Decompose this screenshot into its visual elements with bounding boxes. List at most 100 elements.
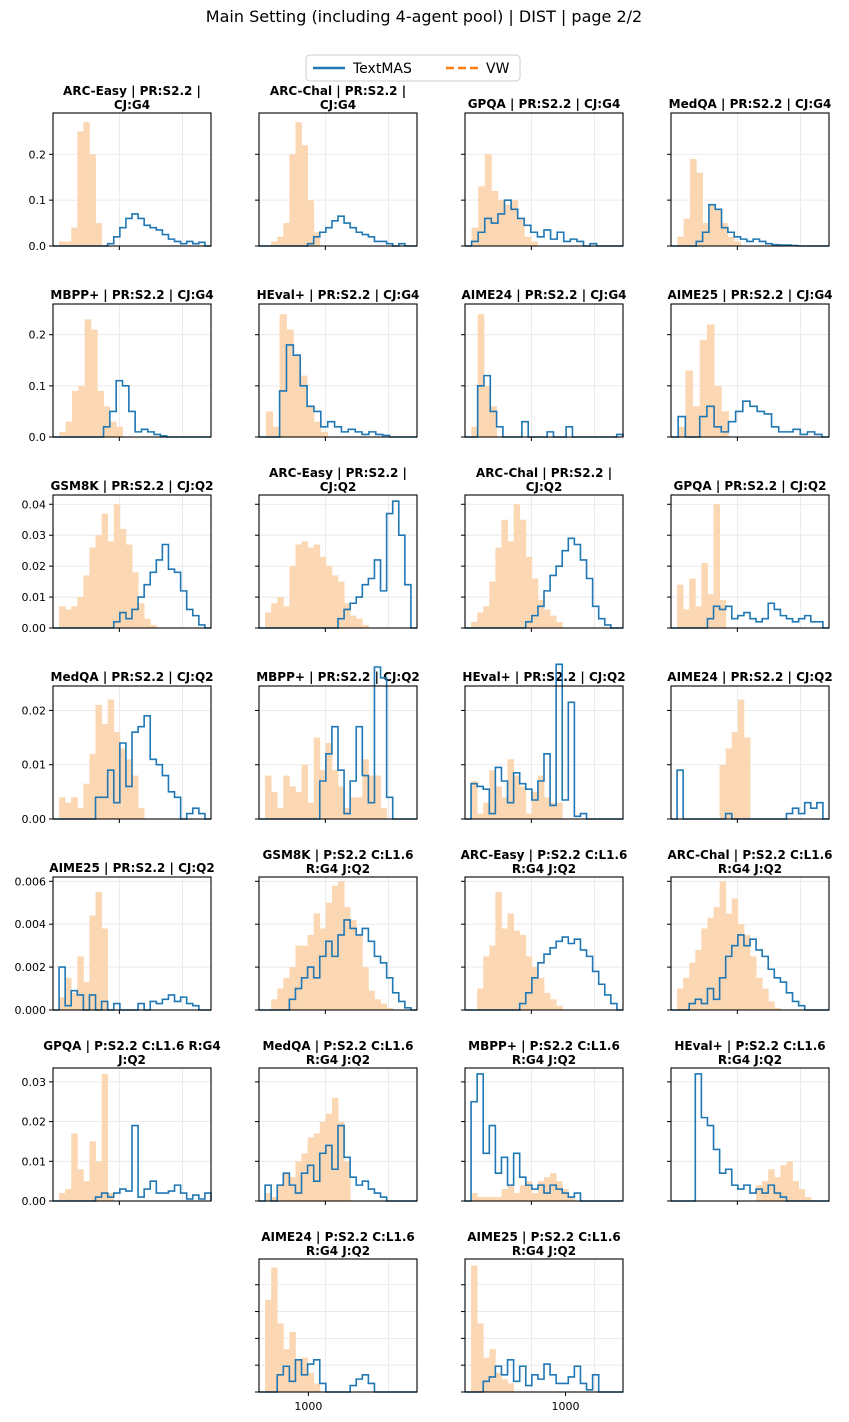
- y-tick-label: 0.03: [22, 1076, 47, 1089]
- vw-bar: [683, 218, 691, 246]
- vw-bar: [59, 997, 66, 1010]
- panel-title: AIME24 | P:S2.2 C:L1.6: [261, 1230, 415, 1244]
- plot-frame: [464, 1067, 624, 1202]
- vw-bar: [544, 1177, 551, 1201]
- vw-bar: [511, 200, 519, 246]
- vw-bar: [471, 1265, 478, 1392]
- vw-bar: [683, 977, 690, 1010]
- vw-bar: [556, 802, 563, 819]
- vw-bar: [109, 421, 117, 437]
- vw-bar: [497, 200, 505, 246]
- vw-bar: [727, 236, 735, 246]
- vw-bar: [537, 977, 545, 1010]
- vw-bar: [550, 1173, 557, 1201]
- panel-title: CJ:Q2: [320, 480, 357, 494]
- y-tick-label: 0.01: [22, 1155, 47, 1168]
- vw-bar: [731, 732, 739, 819]
- vw-bar: [307, 406, 315, 437]
- vw-bar: [331, 770, 339, 819]
- plot-frame: [258, 1258, 418, 1393]
- vw-bar: [265, 775, 272, 819]
- histogram-panel: ARC-Easy | PR:S2.2 |CJ:G4 0.0 0.1 0.2: [29, 84, 212, 253]
- vw-bar: [507, 759, 515, 819]
- vw-bar: [477, 1197, 484, 1201]
- panel-title: MedQA | PR:S2.2 | CJ:G4: [669, 97, 832, 111]
- vw-bar: [271, 1267, 278, 1392]
- legend-vw-label: VW: [486, 61, 510, 77]
- vw-bar: [374, 999, 381, 1010]
- vw-bar: [756, 977, 763, 1010]
- vw-bar: [313, 232, 321, 246]
- panel-title: AIME25 | PR:S2.2 | CJ:Q2: [49, 861, 214, 875]
- vw-bar: [362, 967, 369, 1010]
- vw-bar: [491, 190, 499, 246]
- vw-bar: [307, 1372, 315, 1392]
- vw-bar: [495, 892, 502, 1010]
- plot-frame: [52, 876, 212, 1011]
- vw-bar: [356, 797, 363, 819]
- vw-bar: [71, 606, 78, 628]
- vw-bar: [544, 797, 551, 819]
- vw-bar: [489, 1349, 496, 1392]
- vw-bar: [277, 988, 284, 1010]
- vw-bar: [65, 609, 72, 628]
- panel-title: R:G4 J:Q2: [306, 862, 370, 876]
- vw-bar: [138, 603, 145, 628]
- x-tick-label: 1000: [552, 1400, 580, 1413]
- vw-bar: [301, 1153, 309, 1201]
- histogram-panel: MedQA | PR:S2.2 | CJ:Q2 0.00 0.01 0.02: [22, 670, 214, 826]
- vw-bar: [519, 786, 527, 819]
- vw-bar: [719, 600, 727, 628]
- vw-bar: [325, 1113, 333, 1201]
- vw-bar: [289, 967, 296, 1010]
- vw-bar: [734, 241, 741, 246]
- vw-bar: [701, 563, 708, 628]
- vw-bar: [271, 791, 278, 819]
- vw-bar: [307, 934, 315, 1010]
- panel-title: R:G4 J:Q2: [718, 862, 782, 876]
- vw-bar: [489, 945, 496, 1010]
- vw-bar: [83, 1181, 90, 1201]
- histogram-panel: MBPP+ | PR:S2.2 | CJ:Q2: [255, 666, 420, 823]
- vw-bar: [59, 797, 66, 819]
- vw-bar: [507, 541, 515, 628]
- histogram-panel: GPQA | P:S2.2 C:L1.6 R:G4J:Q2 0.00 0.01 0.0…: [22, 1039, 221, 1208]
- vw-bar: [350, 615, 357, 628]
- vw-bar: [283, 775, 290, 819]
- vw-bar: [495, 1197, 502, 1201]
- vw-bar: [338, 881, 345, 1010]
- vw-bar: [89, 753, 96, 819]
- vw-bar: [513, 775, 521, 819]
- vw-bar: [65, 977, 72, 1010]
- y-tick-label: 0.2: [29, 148, 47, 161]
- vw-bar: [550, 615, 557, 628]
- vw-bar: [530, 241, 538, 246]
- vw-bar: [525, 556, 533, 628]
- vw-bar: [283, 606, 290, 628]
- vw-bar: [350, 919, 357, 1010]
- vw-bar: [483, 802, 490, 819]
- vw-bar: [550, 999, 557, 1010]
- panel-title: J:Q2: [117, 1053, 146, 1067]
- vw-bar: [101, 928, 109, 1010]
- histogram-panel: GPQA | PR:S2.2 | CJ:G4: [461, 97, 624, 250]
- vw-bar: [313, 1133, 321, 1201]
- vw-bar: [762, 1181, 769, 1201]
- textmas-step-line: [259, 344, 417, 438]
- x-tick-label: 1000: [294, 1400, 322, 1413]
- vw-bar: [78, 385, 85, 437]
- vw-bar: [715, 209, 722, 246]
- vw-bar: [501, 519, 508, 628]
- y-tick-label: 0.02: [22, 560, 47, 573]
- vw-bar: [319, 556, 327, 628]
- vw-bar: [319, 928, 327, 1010]
- vw-bar: [719, 881, 727, 1010]
- vw-bar: [714, 385, 722, 437]
- vw-bar: [265, 1299, 272, 1392]
- vw-bar: [519, 519, 527, 628]
- legend-textmas-label: TextMAS: [352, 61, 412, 77]
- vw-bar: [338, 581, 345, 628]
- vw-bar: [265, 1193, 272, 1201]
- vw-bar: [544, 992, 551, 1010]
